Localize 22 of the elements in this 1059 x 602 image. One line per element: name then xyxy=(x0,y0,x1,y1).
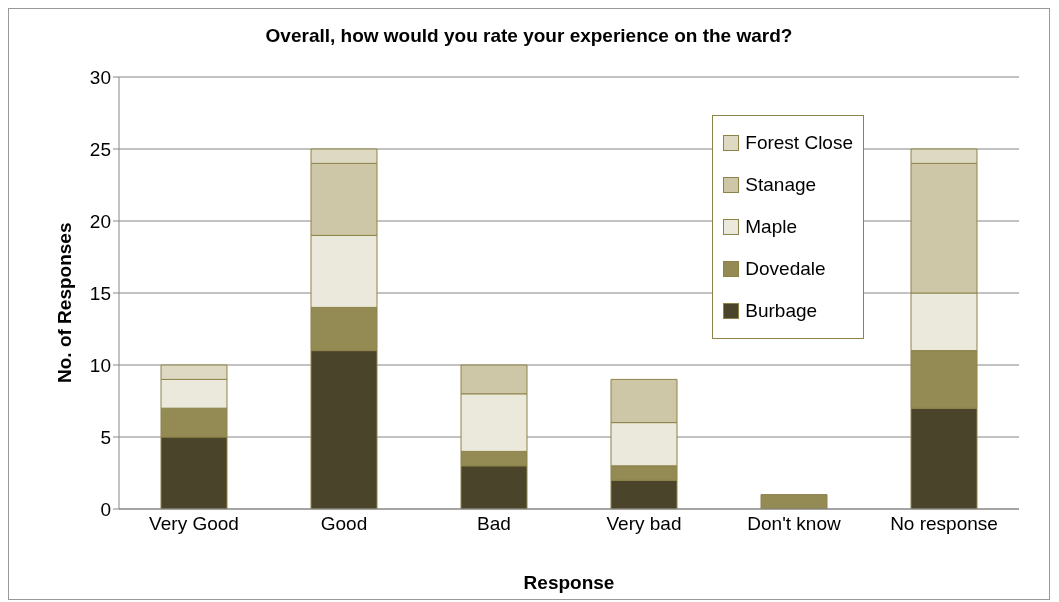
chart-title: Overall, how would you rate your experience on the ward? xyxy=(264,25,794,48)
y-axis-title: No. of Responses xyxy=(53,222,75,383)
legend-label: Stanage xyxy=(745,174,817,196)
legend-label: Maple xyxy=(745,216,798,238)
x-tick-label: No response xyxy=(890,513,998,535)
y-tick-label: 25 xyxy=(89,138,111,160)
y-tick-label: 0 xyxy=(100,498,111,520)
x-tick-label: Good xyxy=(320,513,368,535)
bar xyxy=(760,494,828,509)
y-tick-label: 5 xyxy=(100,426,111,448)
legend-label: Forest Close xyxy=(745,132,853,154)
x-tick-label: Don't know xyxy=(747,513,841,535)
y-tick-label: 20 xyxy=(89,210,111,232)
legend-label: Dovedale xyxy=(745,258,826,280)
x-axis-title: Response xyxy=(523,572,615,593)
x-tick-label: Very bad xyxy=(606,513,682,535)
legend-label: Burbage xyxy=(745,300,818,322)
y-tick-label: 30 xyxy=(89,66,111,88)
y-tick-label: 15 xyxy=(89,282,111,304)
x-tick-label: Very Good xyxy=(149,513,239,535)
x-tick-label: Bad xyxy=(477,513,511,535)
y-tick-label: 10 xyxy=(89,354,111,376)
